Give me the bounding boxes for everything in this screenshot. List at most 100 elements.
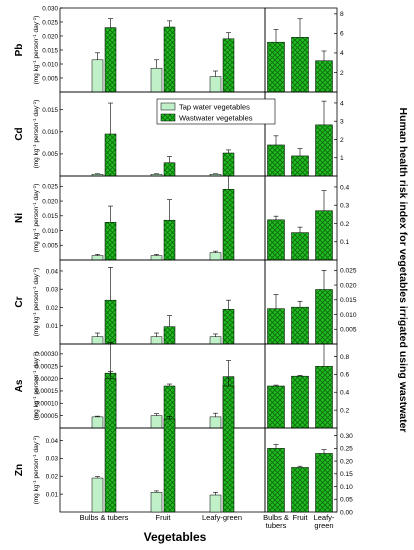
waste-bar <box>104 299 117 345</box>
metal-label: Pb <box>14 44 25 57</box>
hri-bar <box>267 219 285 261</box>
waste-bar <box>163 418 176 513</box>
waste-bar <box>104 27 117 93</box>
legend: Tap water vegetables Wastwater vegetable… <box>156 98 276 125</box>
right-tick-label: 4 <box>340 100 344 107</box>
panel-ni: 0.005 0.010 0.015 0.020 0.025 0.1 0.2 0.3 0.4 (mg… <box>14 175 349 261</box>
metal-label: As <box>14 379 25 392</box>
tap-bar <box>150 67 163 93</box>
tap-bar <box>91 255 104 261</box>
left-tick-label: 0.015 <box>42 47 58 54</box>
hri-bar <box>315 366 333 429</box>
right-tick-label: 0.15 <box>340 471 353 478</box>
right-tick-label: 0.10 <box>340 484 353 491</box>
right-tick-label: 2 <box>340 137 344 144</box>
left-tick-label: 0.010 <box>42 61 58 68</box>
right-tick-label: 0.015 <box>340 297 357 304</box>
right-tick-label: 0.005 <box>340 327 357 334</box>
metal-label: Cd <box>14 127 25 140</box>
left-tick-label: 0.01 <box>46 323 59 330</box>
right-tick-label: 0.2 <box>340 221 349 228</box>
right-tick-label: 2 <box>340 70 344 77</box>
left-tick-label: 0.03 <box>46 456 59 463</box>
left-tick-label: 0.020 <box>42 33 58 40</box>
unit-label: (mg kg-1 person-1 day-1) <box>32 352 41 421</box>
panel-cr: 0.01 0.02 0.03 0.04 0.005 0.010 0.015 0.020 0.02… <box>14 259 357 345</box>
right-tick-label: 6 <box>340 31 344 38</box>
tap-bar <box>91 416 104 429</box>
panel-cd: 0.005 0.010 0.015 1 2 3 4 (mg kg-1 person-1 day… <box>14 91 344 177</box>
waste-bar <box>104 133 117 177</box>
left-tick-label: 0.04 <box>46 268 59 275</box>
unit-label: (mg kg-1 person-1 day-1) <box>32 16 41 85</box>
left-tick-label: 0.030 <box>42 5 58 12</box>
right-category-label: Leafy- <box>314 513 335 522</box>
right-tick-label: 0.05 <box>340 497 353 504</box>
right-category-label: Fruit <box>293 513 309 522</box>
hri-bar <box>315 210 333 261</box>
waste-bar <box>222 309 235 345</box>
right-tick-label: 0.1 <box>340 239 349 246</box>
panels-layer: 0.005 0.010 0.015 0.020 0.025 0.030 2 4 6 8 (mg kg… <box>14 5 357 530</box>
tap-bar <box>150 336 163 345</box>
right-tick-label: 1 <box>340 155 344 162</box>
right-tick-label: 0.30 <box>340 433 353 440</box>
legend-swatch-tap <box>160 102 176 111</box>
unit-label: (mg kg-1 person-1 day-1) <box>32 184 41 253</box>
hri-bar <box>267 41 285 93</box>
left-tick-label: 0.02 <box>46 305 59 312</box>
tap-bar <box>209 76 222 93</box>
unit-label: (mg kg-1 person-1 day-1) <box>32 268 41 337</box>
waste-bar <box>222 189 235 261</box>
hri-bar <box>291 37 309 93</box>
left-tick-label: 0.00005 <box>35 413 58 420</box>
right-tick-label: 4 <box>340 50 344 57</box>
right-tick-label: 0.00 <box>340 509 353 516</box>
left-tick-label: 0.00020 <box>35 376 58 383</box>
waste-bar <box>163 219 176 261</box>
hri-bar <box>291 467 309 513</box>
left-tick-label: 0.03 <box>46 287 59 294</box>
right-category-label: tubers <box>266 521 287 530</box>
hri-bar <box>291 375 309 429</box>
waste-bar <box>222 152 235 177</box>
tap-bar <box>150 415 163 429</box>
hri-bar <box>315 453 333 513</box>
right-tick-label: 0.6 <box>340 372 349 379</box>
unit-label: (mg kg-1 person-1 day-1) <box>32 100 41 169</box>
tap-bar <box>150 492 163 513</box>
x-axis-title: Vegetables <box>144 530 207 544</box>
tap-bar <box>209 252 222 261</box>
hri-bar <box>267 385 285 429</box>
left-tick-label: 0.010 <box>42 228 58 235</box>
waste-bar <box>163 326 176 345</box>
tap-bar <box>91 59 104 93</box>
left-tick-label: 0.020 <box>42 198 58 205</box>
left-tick-label: 0.00025 <box>35 364 58 371</box>
left-tick-label: 0.00030 <box>35 351 58 358</box>
metal-label: Cr <box>14 296 25 307</box>
waste-bar <box>163 162 176 177</box>
panel-zn: 0.01 0.02 0.03 0.04 0.00 0.05 0.10 0.15 0.20 0.25… <box>14 371 353 516</box>
metal-label: Ni <box>14 213 25 223</box>
right-tick-label: 3 <box>340 119 344 126</box>
left-tick-label: 0.00010 <box>35 401 58 408</box>
right-tick-label: 0.3 <box>340 203 349 210</box>
left-tick-label: 0.005 <box>42 243 58 250</box>
right-axis-title: Human health risk index for vegetables i… <box>397 107 409 432</box>
hri-bar <box>267 308 285 345</box>
hri-bar <box>291 155 309 177</box>
right-category-label: green <box>314 521 333 530</box>
metal-label: Zn <box>14 464 25 476</box>
left-tick-label: 0.025 <box>42 184 58 191</box>
left-tick-label: 0.005 <box>42 151 58 158</box>
left-tick-label: 0.01 <box>46 491 59 498</box>
legend-label-waste: Wastwater vegetables <box>179 114 253 123</box>
hri-bar <box>267 448 285 513</box>
legend-box <box>156 98 276 125</box>
panel-pb: 0.005 0.010 0.015 0.020 0.025 0.030 2 4 6 8 (mg kg… <box>14 5 344 93</box>
unit-label: (mg kg-1 person-1 day-1) <box>32 436 41 505</box>
right-tick-label: 8 <box>340 11 344 18</box>
right-tick-label: 0.4 <box>340 390 349 397</box>
tap-bar <box>209 336 222 345</box>
